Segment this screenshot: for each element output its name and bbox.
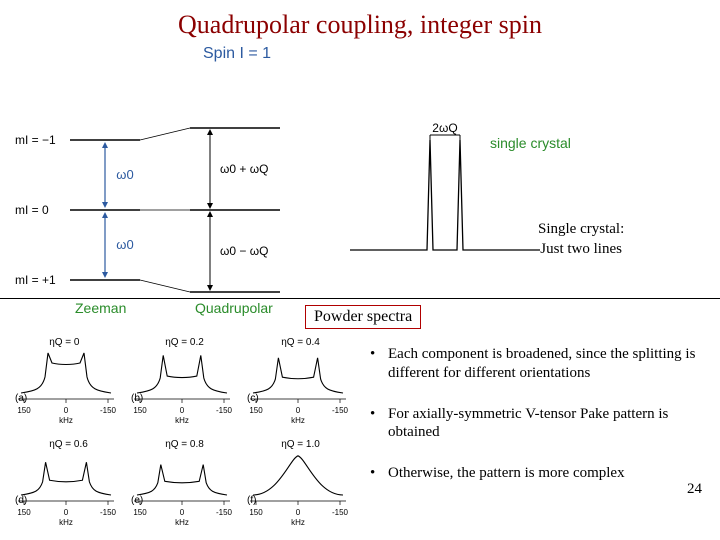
svg-text:ηQ = 0.2: ηQ = 0.2	[165, 337, 204, 348]
upper-section: mI = −1 mI = 0 mI = +1 ω0 ω0 ω0 + ωQ ω0 − ωQ 2…	[0, 40, 720, 300]
svg-text:-150: -150	[216, 508, 233, 517]
svg-text:0: 0	[296, 406, 301, 415]
svg-text:kHz: kHz	[175, 518, 189, 527]
svg-text:150: 150	[249, 406, 263, 415]
svg-text:150: 150	[17, 406, 31, 415]
svg-text:kHz: kHz	[291, 416, 305, 425]
svg-text:150: 150	[17, 508, 31, 517]
svg-text:(f): (f)	[247, 495, 256, 506]
svg-text:0: 0	[64, 406, 69, 415]
svg-text:150: 150	[133, 406, 147, 415]
quadrupolar-label: Quadrupolar	[195, 300, 273, 316]
zeeman-label: Zeeman	[75, 300, 126, 316]
svg-text:kHz: kHz	[59, 518, 73, 527]
svg-text:(e): (e)	[131, 495, 143, 506]
svg-text:-150: -150	[100, 508, 117, 517]
svg-text:0: 0	[296, 508, 301, 517]
svg-text:ηQ = 1.0: ηQ = 1.0	[281, 439, 320, 450]
energy-level-diagram: mI = −1 mI = 0 mI = +1 ω0 ω0 ω0 + ωQ ω0 − ωQ	[10, 120, 310, 310]
svg-text:-150: -150	[332, 508, 349, 517]
svg-text:150: 150	[249, 508, 263, 517]
note-line2: Just two lines	[540, 241, 622, 257]
section-divider	[0, 298, 720, 299]
svg-text:mI = 0: mI = 0	[15, 203, 49, 217]
single-crystal-label: single crystal	[490, 135, 571, 151]
svg-text:ηQ = 0.8: ηQ = 0.8	[165, 439, 204, 450]
single-crystal-note: Single crystal: Just two lines	[538, 220, 624, 259]
svg-text:(a): (a)	[15, 393, 27, 404]
bullet-1: Each component is broadened, since the s…	[370, 345, 700, 383]
slide-title: Quadrupolar coupling, integer spin	[0, 0, 720, 40]
svg-text:0: 0	[64, 508, 69, 517]
svg-text:ηQ = 0.4: ηQ = 0.4	[281, 337, 320, 348]
bullet-3: Otherwise, the pattern is more complex	[370, 464, 700, 483]
svg-text:ω0: ω0	[116, 167, 133, 182]
svg-text:ω0 − ωQ: ω0 − ωQ	[220, 244, 268, 258]
svg-text:0: 0	[180, 508, 185, 517]
svg-text:ηQ = 0.6: ηQ = 0.6	[49, 439, 88, 450]
bullet-2: For axially-symmetric V-tensor Pake patt…	[370, 405, 700, 443]
svg-text:kHz: kHz	[291, 518, 305, 527]
svg-text:(b): (b)	[131, 393, 143, 404]
page-number: 24	[687, 481, 702, 498]
bullet-list: Each component is broadened, since the s…	[370, 345, 700, 505]
svg-text:-150: -150	[216, 406, 233, 415]
svg-text:mI = −1: mI = −1	[15, 133, 56, 147]
svg-text:150: 150	[133, 508, 147, 517]
svg-text:(c): (c)	[247, 393, 259, 404]
svg-text:ω0: ω0	[116, 237, 133, 252]
svg-text:2ωQ: 2ωQ	[432, 121, 457, 135]
svg-text:0: 0	[180, 406, 185, 415]
note-line1: Single crystal:	[538, 221, 624, 237]
powder-spectra-heading: Powder spectra	[305, 305, 421, 329]
svg-text:ω0 + ωQ: ω0 + ωQ	[220, 162, 268, 176]
powder-spectra-panels: ηQ = 0 (a) 150 0 -150 kHz ηQ = 0.2 (b) 150 0 -150 k…	[10, 335, 360, 535]
svg-text:ηQ = 0: ηQ = 0	[49, 337, 80, 348]
svg-text:-150: -150	[100, 406, 117, 415]
svg-text:(d): (d)	[15, 495, 27, 506]
svg-text:kHz: kHz	[175, 416, 189, 425]
svg-text:kHz: kHz	[59, 416, 73, 425]
svg-text:-150: -150	[332, 406, 349, 415]
svg-text:mI = +1: mI = +1	[15, 273, 56, 287]
